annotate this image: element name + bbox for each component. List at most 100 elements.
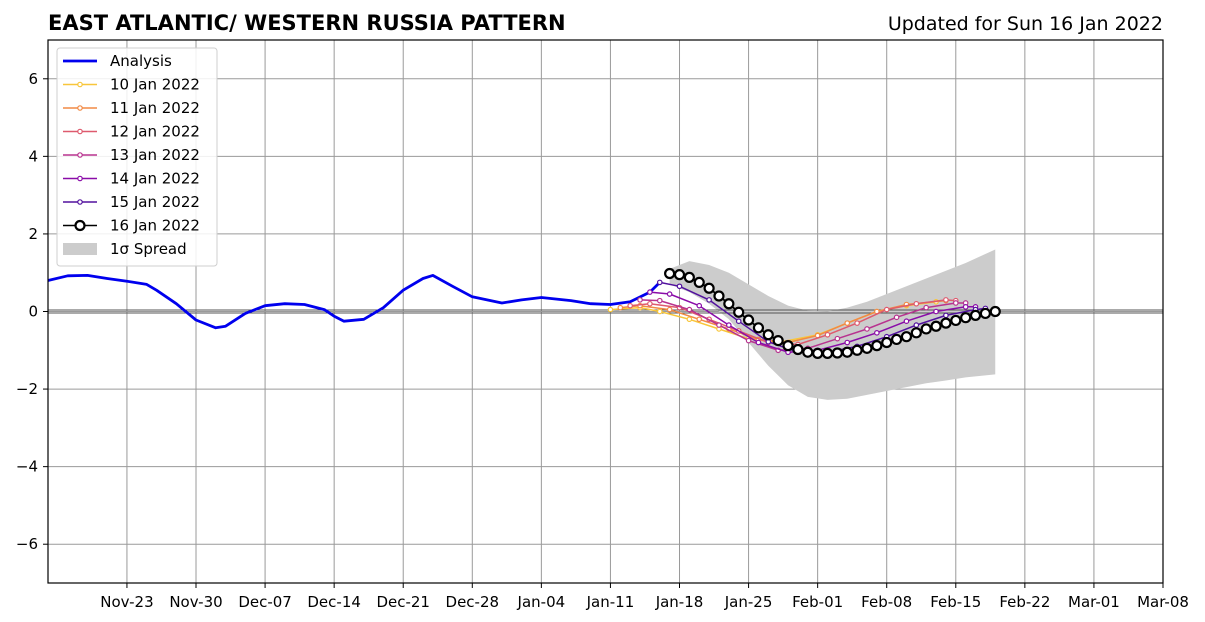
series-point-4	[834, 335, 841, 342]
series-point-7	[673, 269, 686, 281]
series-point-7	[812, 347, 824, 359]
x-tick-label: Dec-28	[446, 593, 500, 611]
legend: Analysis 10 Jan 2022 11 Jan 2022 12 Jan 202…	[56, 47, 218, 267]
series-point-7	[930, 320, 942, 332]
legend-marker	[77, 81, 83, 88]
series-point-7	[910, 327, 922, 339]
legend-label: 11 Jan 2022	[110, 99, 200, 117]
series-point-2	[696, 316, 703, 323]
series-point-4	[637, 297, 643, 303]
legend-label: 1σ Spread	[110, 240, 187, 258]
plot-area: Nov-23 Nov-30 Dec-07 Dec-14 Dec-21 Dec-28 Jan-…	[16, 39, 1189, 611]
series-point-5	[666, 291, 673, 297]
legend-label: 15 Jan 2022	[110, 193, 200, 211]
series-point-5	[933, 308, 939, 315]
series-point-7	[979, 307, 991, 320]
y-tick-label: −6	[16, 535, 38, 553]
x-tick-label: Nov-30	[169, 593, 222, 611]
series-point-6	[735, 318, 742, 324]
series-point-7	[713, 290, 725, 302]
series-point-4	[656, 297, 663, 304]
series-point-3	[943, 297, 949, 303]
series-point-1	[607, 306, 614, 313]
x-tick-label: Mar-01	[1068, 593, 1120, 611]
series-point-4	[716, 322, 722, 328]
y-tick-label: −2	[16, 380, 38, 398]
series-point-7	[841, 346, 853, 358]
series-point-4	[745, 337, 752, 344]
series-point-7	[772, 334, 784, 347]
series-point-4	[893, 314, 900, 321]
y-tick-label: −4	[16, 458, 38, 476]
series-point-7	[950, 314, 962, 327]
series-point-6	[656, 279, 663, 286]
x-tick-label: Feb-08	[861, 593, 912, 611]
spread-band	[669, 249, 996, 400]
series-point-3	[854, 320, 860, 326]
series-point-7	[782, 340, 794, 352]
x-tick-label: Jan-25	[724, 593, 773, 611]
x-tick-label: Dec-14	[307, 593, 361, 611]
series-point-5	[874, 330, 880, 336]
series-point-7	[920, 323, 932, 335]
series-point-5	[844, 339, 851, 346]
series-point-7	[969, 309, 982, 321]
legend-marker	[77, 199, 83, 205]
series-point-3	[913, 300, 920, 307]
series-point-6	[943, 312, 949, 319]
series-point-1	[686, 316, 693, 323]
x-tick-label: Feb-22	[999, 593, 1050, 611]
x-tick-label: Dec-07	[238, 593, 292, 611]
series-point-7	[989, 305, 1001, 318]
series-point-7	[890, 333, 903, 346]
series-point-5	[962, 304, 969, 310]
series-point-3	[824, 331, 831, 338]
series-point-7	[940, 317, 952, 329]
series-point-6	[706, 297, 712, 303]
legend-label: Analysis	[110, 52, 172, 70]
chart-subtitle: Updated for Sun 16 Jan 2022	[888, 13, 1163, 35]
y-tick-label: 0	[28, 303, 38, 321]
x-tick-label: Feb-15	[930, 593, 981, 611]
legend-marker	[77, 152, 83, 158]
legend-label: 13 Jan 2022	[110, 146, 200, 164]
series-point-2	[666, 306, 673, 313]
series-point-5	[755, 339, 762, 346]
x-tick-label: Jan-11	[586, 593, 635, 611]
series-point-4	[686, 306, 693, 313]
series-point-7	[861, 342, 873, 354]
series-point-4	[923, 304, 929, 311]
y-tick-label: 2	[28, 225, 38, 243]
series-point-7	[723, 298, 735, 310]
series-point-5	[726, 322, 732, 328]
series-point-7	[871, 340, 883, 352]
legend-label: 16 Jan 2022	[110, 217, 200, 235]
legend-marker	[77, 175, 83, 182]
legend-marker	[74, 219, 86, 232]
series-point-7	[693, 276, 705, 289]
series-point-7	[881, 336, 893, 349]
legend-label: 10 Jan 2022	[110, 76, 200, 94]
series-point-7	[762, 329, 774, 341]
series-point-7	[960, 312, 972, 324]
series-point-7	[802, 346, 814, 358]
series-point-7	[733, 306, 745, 318]
series-point-4	[952, 300, 959, 306]
y-tick-label: 4	[28, 147, 38, 165]
series-point-7	[703, 282, 715, 294]
series-point-1	[656, 308, 663, 315]
series-point-5	[696, 302, 703, 309]
series-point-7	[831, 347, 843, 359]
legend-label: 12 Jan 2022	[110, 123, 200, 141]
x-tick-label: Nov-23	[100, 593, 153, 611]
x-tick-label: Jan-04	[517, 593, 566, 611]
x-tick-label: Mar-08	[1137, 593, 1189, 611]
series-line-0	[47, 274, 661, 330]
series-point-6	[676, 283, 683, 290]
series-point-5	[647, 289, 653, 295]
series-point-5	[903, 318, 910, 324]
series-point-6	[913, 322, 920, 328]
legend-marker	[77, 128, 83, 135]
series-point-3	[627, 302, 633, 309]
